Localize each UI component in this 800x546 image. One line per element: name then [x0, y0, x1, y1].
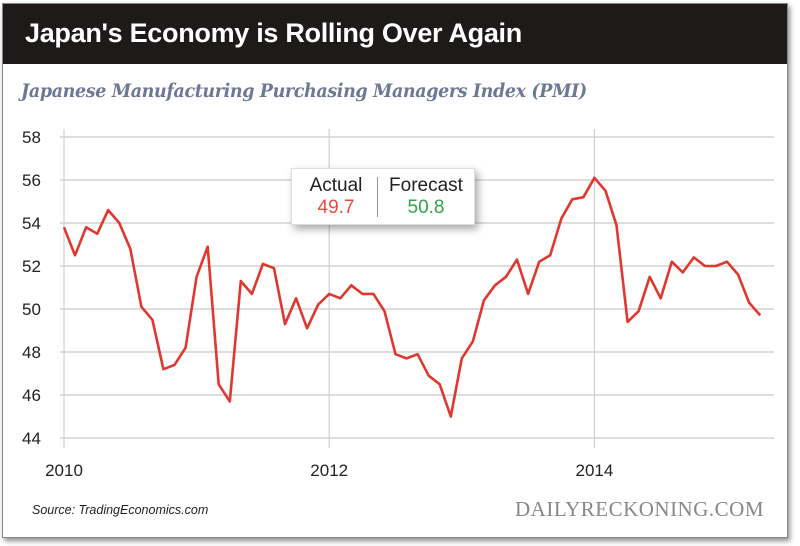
header-bar: Japan's Economy is Rolling Over Again — [3, 4, 787, 64]
y-tick-label: 54 — [22, 214, 41, 233]
brand-logo: DAILYRECKONING.COM — [515, 497, 764, 521]
y-tick-label: 50 — [22, 300, 41, 319]
y-tick-label: 58 — [22, 128, 41, 147]
y-tick-label: 52 — [22, 257, 41, 276]
tooltip: Actual 49.7 Forecast 50.8 — [291, 168, 475, 225]
y-tick-label: 44 — [22, 429, 41, 448]
pmi-series-line — [62, 176, 762, 418]
y-tick-label: 48 — [22, 343, 41, 362]
y-tick-label: 56 — [22, 171, 41, 190]
chart-title: Japanese Manufacturing Purchasing Manage… — [21, 80, 587, 102]
chart-frame: Japan's Economy is Rolling Over Again Ja… — [2, 3, 788, 538]
forecast-value: 50.8 — [407, 197, 445, 218]
actual-label: Actual — [309, 175, 363, 196]
y-tick-label: 46 — [22, 386, 41, 405]
tooltip-divider — [377, 177, 378, 217]
x-tick-label: 2014 — [575, 461, 613, 480]
x-tick-label: 2012 — [310, 461, 348, 480]
x-tick-label: 2010 — [45, 461, 83, 480]
actual-value: 49.7 — [317, 197, 355, 218]
header-title: Japan's Economy is Rolling Over Again — [25, 18, 522, 48]
forecast-label: Forecast — [389, 175, 463, 196]
source-note: Source: TradingEconomics.com — [32, 503, 209, 517]
